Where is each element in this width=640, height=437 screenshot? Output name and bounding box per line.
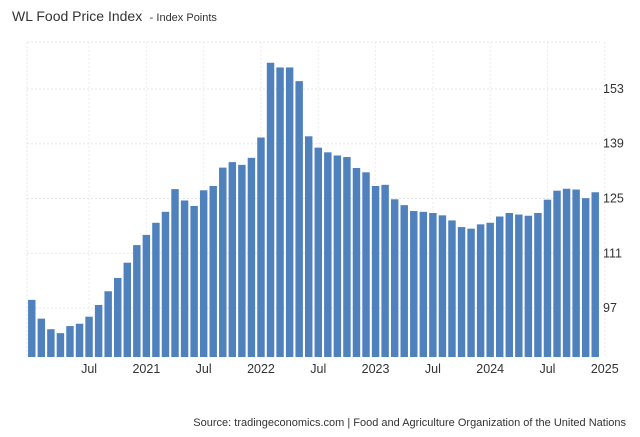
- bar[interactable]: [381, 184, 389, 357]
- y-tick-label: 139: [603, 137, 624, 151]
- x-tick-label: 2024: [476, 362, 504, 376]
- bar[interactable]: [324, 152, 332, 357]
- bar[interactable]: [276, 67, 284, 357]
- bar[interactable]: [429, 213, 437, 357]
- bar[interactable]: [257, 137, 265, 357]
- bar[interactable]: [66, 326, 74, 357]
- chart-title-block: WL Food Price Index - Index Points: [12, 8, 217, 26]
- bar[interactable]: [343, 157, 351, 357]
- bar[interactable]: [581, 198, 590, 357]
- x-tick-label: Jul: [81, 362, 97, 376]
- bar[interactable]: [524, 215, 533, 357]
- bar[interactable]: [390, 199, 399, 357]
- bar[interactable]: [123, 262, 131, 357]
- bar[interactable]: [543, 199, 552, 357]
- bar[interactable]: [410, 211, 418, 357]
- bar[interactable]: [219, 167, 227, 357]
- bar[interactable]: [438, 215, 447, 357]
- x-axis: Jul 2021 Jul 2022 Jul 2023 Jul 2024 Jul 2025: [81, 362, 619, 376]
- bar[interactable]: [419, 211, 428, 357]
- y-tick-label: 97: [603, 301, 617, 315]
- x-tick-label: Jul: [539, 362, 555, 376]
- x-tick-label: Jul: [196, 362, 212, 376]
- bar[interactable]: [285, 67, 294, 357]
- x-tick-label: Jul: [425, 362, 441, 376]
- bar[interactable]: [362, 172, 370, 357]
- bar[interactable]: [314, 147, 322, 357]
- bar[interactable]: [266, 62, 275, 357]
- bar[interactable]: [104, 291, 112, 357]
- bar[interactable]: [333, 155, 342, 357]
- bar[interactable]: [295, 81, 303, 357]
- y-tick-label: 125: [603, 192, 624, 206]
- bar[interactable]: [152, 222, 160, 357]
- bar[interactable]: [47, 329, 55, 357]
- x-tick-label: 2022: [247, 362, 275, 376]
- bar[interactable]: [37, 318, 46, 357]
- bar[interactable]: [562, 188, 571, 357]
- bar[interactable]: [180, 200, 189, 357]
- bar[interactable]: [171, 189, 179, 357]
- bar[interactable]: [209, 186, 217, 357]
- bar[interactable]: [534, 213, 542, 357]
- bar[interactable]: [496, 216, 504, 357]
- source-credit: Source: tradingeconomics.com | Food and …: [193, 417, 626, 429]
- bar[interactable]: [476, 224, 485, 357]
- x-tick-label: 2023: [362, 362, 390, 376]
- bar[interactable]: [190, 205, 198, 357]
- bar[interactable]: [371, 186, 380, 357]
- bar[interactable]: [114, 277, 122, 357]
- y-tick-label: 111: [603, 246, 622, 260]
- bar[interactable]: [94, 304, 103, 357]
- bar[interactable]: [591, 192, 599, 357]
- bar[interactable]: [505, 213, 513, 357]
- bar[interactable]: [553, 190, 561, 357]
- bar[interactable]: [486, 222, 494, 357]
- bar[interactable]: [400, 205, 408, 357]
- bar[interactable]: [515, 214, 523, 357]
- bar[interactable]: [133, 245, 141, 357]
- x-tick-label: 2021: [132, 362, 160, 376]
- bar[interactable]: [467, 228, 475, 357]
- gridlines: [26, 41, 606, 357]
- bar[interactable]: [448, 220, 456, 357]
- bar[interactable]: [161, 211, 170, 357]
- bar[interactable]: [238, 164, 246, 357]
- bar[interactable]: [142, 234, 151, 357]
- bar[interactable]: [199, 190, 208, 357]
- chart-subtitle: - Index Points: [149, 12, 217, 24]
- bar[interactable]: [28, 299, 36, 357]
- bar[interactable]: [75, 323, 84, 357]
- bar[interactable]: [247, 157, 256, 357]
- bar[interactable]: [352, 168, 361, 357]
- x-tick-label: 2025: [591, 362, 619, 376]
- y-axis: 97 111 125 139 153: [603, 82, 624, 315]
- bar[interactable]: [228, 162, 237, 357]
- bar[interactable]: [457, 227, 466, 357]
- bar[interactable]: [56, 333, 65, 357]
- y-tick-label: 153: [603, 82, 624, 96]
- bar[interactable]: [572, 189, 580, 357]
- bar-series: [28, 62, 599, 357]
- x-tick-label: Jul: [310, 362, 326, 376]
- chart-title: WL Food Price Index: [12, 8, 143, 24]
- bar[interactable]: [305, 136, 313, 357]
- bar[interactable]: [85, 316, 93, 357]
